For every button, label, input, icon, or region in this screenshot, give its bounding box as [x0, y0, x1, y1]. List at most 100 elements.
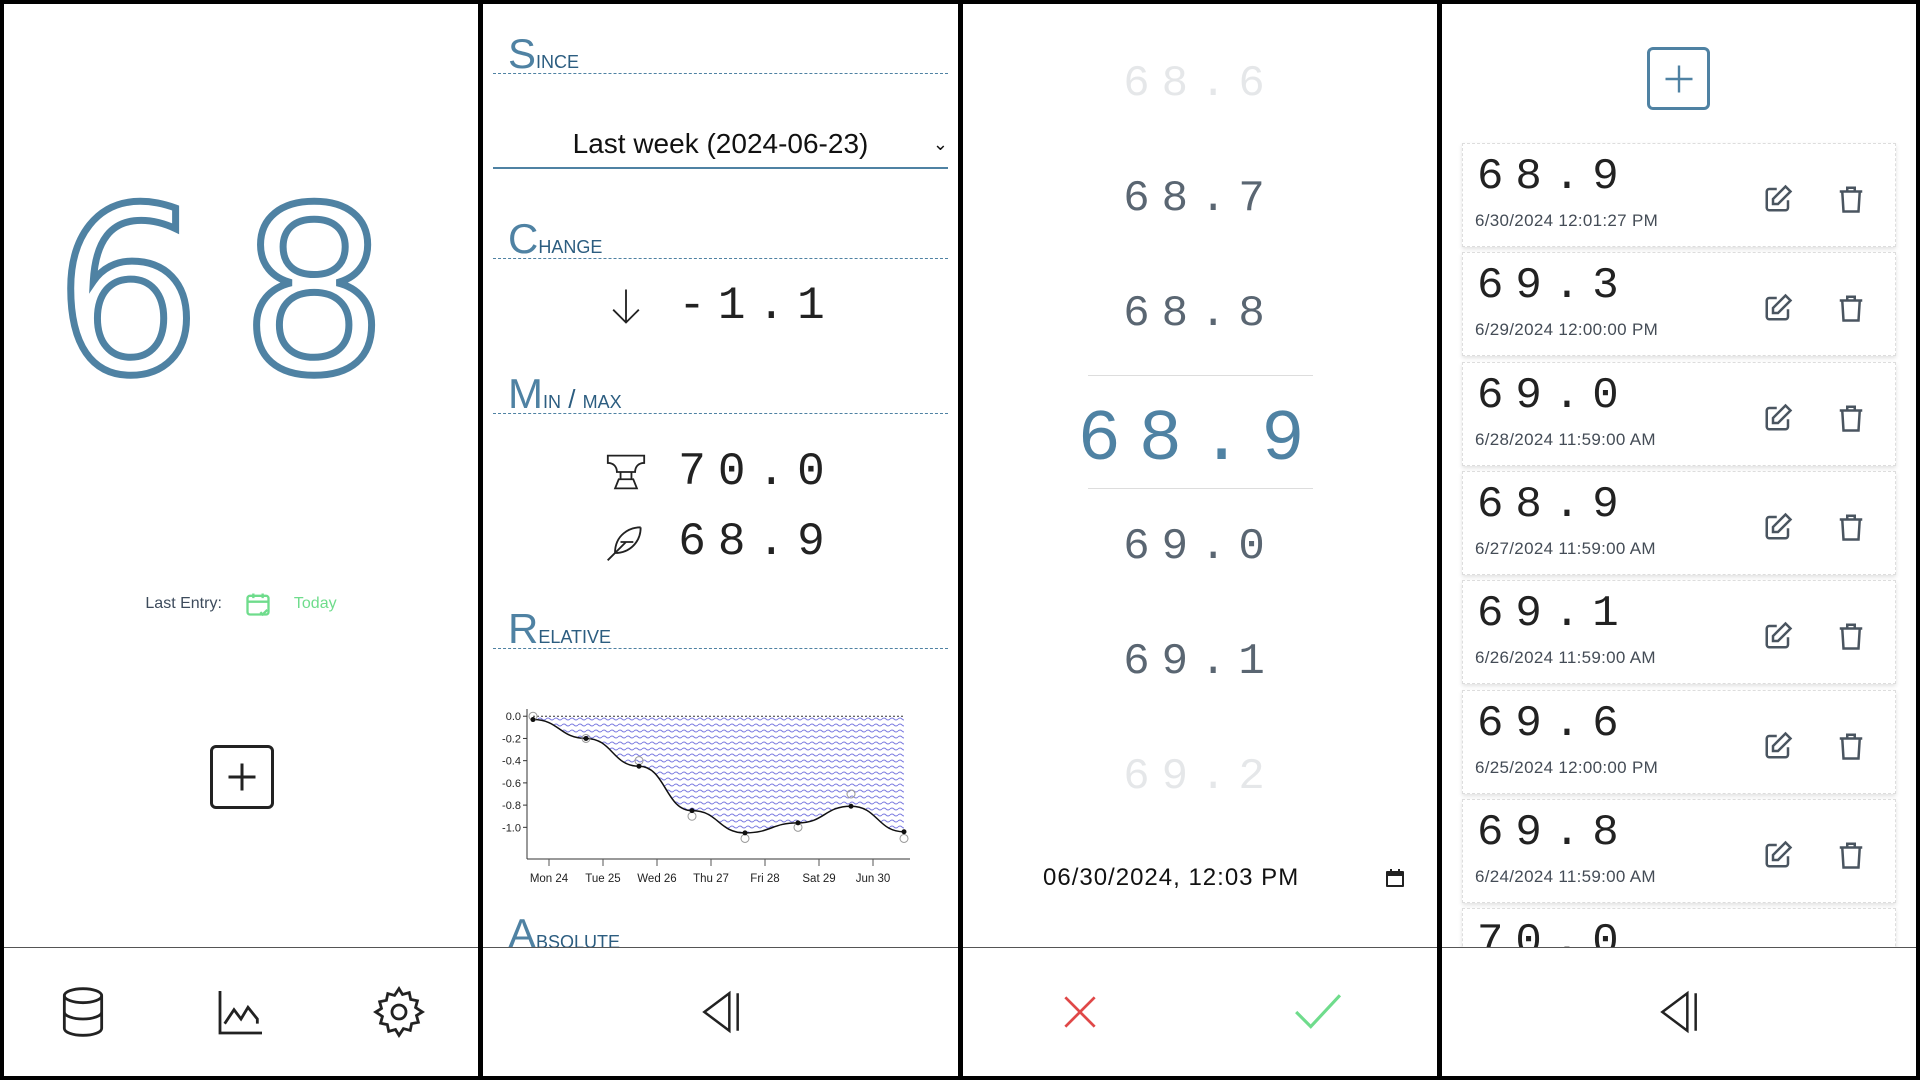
entry-card: 69.0 6/28/2024 11:59:00 AM [1462, 361, 1896, 466]
home-panel: 68 Last Entry: Today [4, 4, 478, 1076]
entry-value: 69.1 [1477, 589, 1631, 640]
entry-time: 6/25/2024 12:00:00 PM [1475, 757, 1659, 777]
bottom-nav [1442, 947, 1916, 1076]
smoothed-point [742, 830, 748, 836]
trash-icon[interactable] [1836, 403, 1866, 433]
smoothed-line [532, 718, 905, 834]
smoothed-point [848, 803, 854, 809]
min-row: 68.9 [483, 516, 958, 568]
datetime-input[interactable]: 06/30/2024, 12:03 PM [1043, 864, 1407, 892]
entry-value: 69.6 [1477, 698, 1631, 749]
gear-icon[interactable] [371, 984, 427, 1040]
entry-value: 68.9 [1477, 479, 1631, 530]
trash-icon[interactable] [1836, 621, 1866, 651]
bottom-nav [483, 947, 958, 1076]
add-entry-button[interactable] [1647, 47, 1710, 110]
since-selected: Last week (2024-06-23) [572, 128, 869, 159]
back-icon[interactable] [696, 987, 746, 1037]
picker-divider [1088, 488, 1313, 489]
back-icon[interactable] [1654, 987, 1704, 1037]
last-entry-value: Today [293, 595, 337, 612]
chart-area-fill [533, 716, 904, 833]
since-heading: Since [493, 33, 948, 75]
trash-icon[interactable] [1836, 731, 1866, 761]
entries-panel: 68.9 6/30/2024 12:01:27 PM 69.3 6/29/202… [1442, 4, 1916, 1076]
confirm-icon[interactable] [1292, 990, 1342, 1034]
bottom-nav [963, 947, 1437, 1076]
smoothed-point [795, 820, 801, 826]
entry-time: 6/26/2024 11:59:00 AM [1475, 648, 1656, 668]
x-tick-label: Mon 24 [530, 873, 569, 885]
relative-heading: Relative [493, 608, 948, 650]
picker-option[interactable]: 68.6 [1123, 59, 1277, 109]
entry-card: 68.9 6/27/2024 11:59:00 AM [1462, 470, 1896, 575]
picker-option[interactable]: 69.2 [1123, 752, 1277, 802]
entry-card: 69.1 6/26/2024 11:59:00 AM [1462, 580, 1896, 685]
trash-icon[interactable] [1836, 293, 1866, 323]
edit-icon[interactable] [1763, 840, 1793, 870]
entry-card: 69.3 6/29/2024 12:00:00 PM [1462, 252, 1896, 357]
max-value: 70.0 [678, 446, 837, 498]
current-value: 68 [51, 160, 428, 427]
picker-option[interactable]: 69.0 [1123, 522, 1277, 572]
entry-time: 6/27/2024 11:59:00 AM [1475, 538, 1656, 558]
cancel-icon[interactable] [1058, 990, 1102, 1034]
editor-panel: 68.6 68.7 68.8 68.9 69.0 69.1 69.2 06/30/2024,… [963, 4, 1437, 1076]
max-row: 70.0 [483, 446, 958, 498]
entry-value: 69.8 [1477, 807, 1631, 858]
edit-icon[interactable] [1763, 512, 1793, 542]
entry-value: 68.9 [1477, 152, 1631, 202]
edit-icon[interactable] [1763, 403, 1793, 433]
entry-time: 6/28/2024 11:59:00 AM [1475, 429, 1656, 449]
raw-point [687, 811, 697, 821]
x-tick-label: Tue 25 [585, 873, 620, 885]
datetime-value: 06/30/2024, 12:03 PM [1043, 864, 1300, 891]
arrow-down-icon [612, 289, 640, 324]
trash-icon[interactable] [1836, 184, 1866, 214]
x-tick-label: Wed 26 [637, 873, 676, 885]
chart-icon[interactable] [213, 984, 269, 1040]
add-entry-button[interactable] [210, 745, 274, 809]
entry-value: 69.0 [1477, 370, 1631, 421]
entry-card: 68.9 6/30/2024 12:01:27 PM [1462, 143, 1896, 247]
change-row: -1.1 [483, 280, 958, 332]
trash-icon[interactable] [1836, 840, 1866, 870]
raw-point [740, 833, 750, 843]
y-tick-label: -0.4 [502, 756, 521, 768]
entry-card: 69.8 6/24/2024 11:59:00 AM [1462, 798, 1896, 903]
y-tick-label: -1.0 [502, 822, 521, 834]
edit-icon[interactable] [1763, 621, 1793, 651]
plus-icon [228, 763, 256, 791]
edit-icon[interactable] [1763, 731, 1793, 761]
anvil-icon [607, 454, 646, 490]
entry-time: 6/30/2024 12:01:27 PM [1475, 211, 1659, 230]
entry-value: 69.3 [1477, 261, 1631, 312]
picker-option[interactable]: 68.7 [1123, 174, 1277, 224]
edit-icon[interactable] [1763, 184, 1793, 214]
bottom-nav [4, 947, 478, 1076]
x-tick-label: Sat 29 [802, 873, 835, 885]
picker-option[interactable]: 68.8 [1123, 289, 1277, 339]
raw-point [899, 833, 909, 843]
entry-time: 6/29/2024 12:00:00 PM [1475, 320, 1659, 340]
trash-icon[interactable] [1836, 512, 1866, 542]
since-select[interactable]: Last week (2024-06-23) ⌄ [493, 119, 948, 169]
x-tick-label: Thu 27 [693, 873, 729, 885]
change-heading: Change [493, 218, 948, 260]
relative-chart: 0.0 -0.2 -0.4 -0.6 -0.8 -1.0 Mon 24 Tue 25 Wed 2… [502, 709, 910, 885]
edit-icon[interactable] [1763, 293, 1793, 323]
last-entry: Last Entry: Today [4, 590, 478, 618]
y-tick-label: -0.2 [502, 733, 521, 745]
raw-point [581, 733, 591, 743]
calendar-icon[interactable] [1383, 866, 1407, 890]
picker-selected-value[interactable]: 68.9 [1077, 399, 1323, 481]
smoothed-point [636, 763, 642, 769]
stats-panel: Since Last week (2024-06-23) ⌄ Change -1.… [483, 4, 958, 1076]
database-icon[interactable] [55, 984, 111, 1040]
min-value: 68.9 [678, 516, 837, 568]
entry-card: 69.6 6/25/2024 12:00:00 PM [1462, 689, 1896, 794]
change-value: -1.1 [678, 280, 837, 332]
y-tick-label: 0.0 [506, 711, 521, 723]
picker-option[interactable]: 69.1 [1123, 637, 1277, 687]
chevron-down-icon: ⌄ [932, 134, 948, 154]
